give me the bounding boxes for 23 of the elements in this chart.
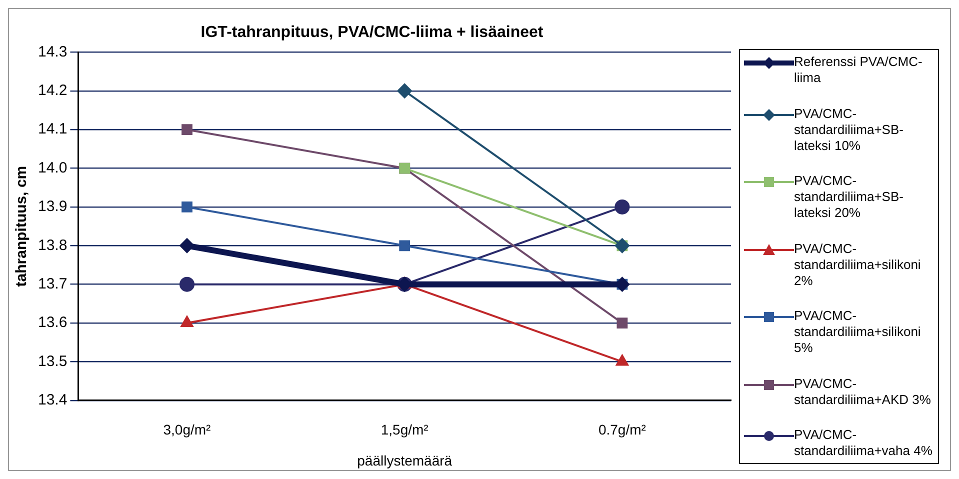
y-tick-label: 14.1 bbox=[38, 120, 68, 138]
y-tick-label: 13.8 bbox=[38, 236, 68, 254]
legend-label: PVA/CMC-standardiliima+SB-lateksi 10% bbox=[794, 106, 904, 154]
legend-label: Referenssi PVA/CMC-liima bbox=[794, 54, 924, 86]
legend-label: PVA/CMC-standardiliima+SB-lateksi 20% bbox=[794, 173, 904, 221]
x-tick-label: 3,0g/m² bbox=[163, 422, 212, 438]
legend-label: PVA/CMC-standardiliima+silikoni 5% bbox=[794, 308, 922, 356]
y-tick-label: 14.0 bbox=[38, 159, 68, 176]
y-tick-label: 14.3 bbox=[38, 43, 68, 60]
legend-label: PVA/CMC-standardiliima+AKD 3% bbox=[794, 376, 932, 408]
y-tick-label: 13.6 bbox=[38, 314, 68, 332]
chart-title: IGT-tahranpituus, PVA/CMC-liima + lisäaineet bbox=[200, 24, 544, 42]
y-axis-title: tahranpituus, cm bbox=[13, 166, 30, 287]
x-tick-label: 1,5g/m² bbox=[380, 422, 429, 438]
y-tick-label: 14.2 bbox=[38, 82, 68, 100]
legend-label: PVA/CMC-standardiliima+silikoni 2% bbox=[794, 240, 922, 288]
x-axis-title: päällystemäärä bbox=[357, 452, 452, 468]
y-tick-label: 13.5 bbox=[38, 352, 68, 370]
y-tick-label: 13.4 bbox=[38, 392, 68, 409]
x-tick-label: 0.7g/m² bbox=[598, 422, 646, 438]
legend-label: PVA/CMC-standardiliima+vaha 4% bbox=[794, 427, 934, 459]
y-tick-label: 13.9 bbox=[38, 198, 68, 216]
y-tick-label: 13.7 bbox=[38, 275, 68, 292]
